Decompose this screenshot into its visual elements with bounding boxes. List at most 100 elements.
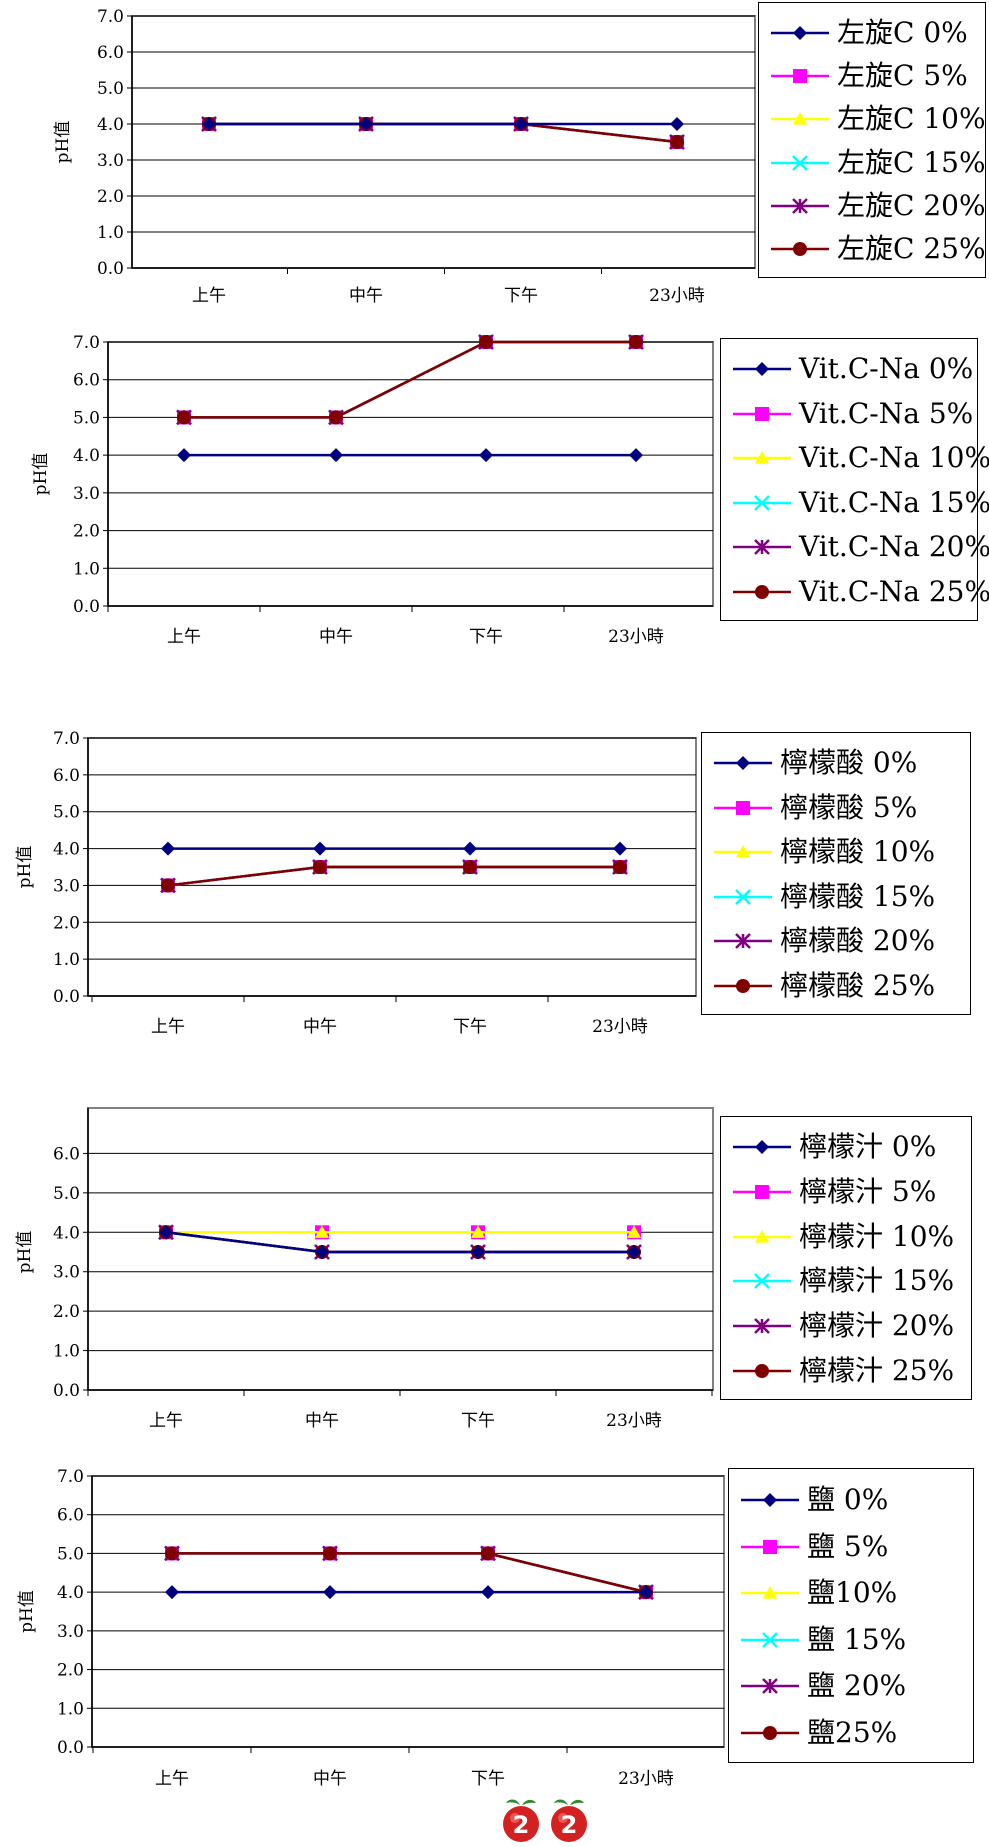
plot-area [107,341,714,607]
y-tick-label: 4.0 [57,1583,84,1603]
y-tick-label: 2.0 [53,913,80,933]
legend-label: Vit.C-Na 0% [799,352,974,386]
x-tick-label: 中午 [313,1769,347,1789]
y-tick-label: 4.0 [97,115,124,135]
legend-label: 左旋C 15% [837,145,986,179]
data-point [627,1245,641,1259]
legend-label: 檸檬酸 20% [780,924,936,958]
legend-item: 檸檬酸 0% [702,747,970,779]
series-0 [161,841,627,856]
legend-item: 左旋C 0% [759,16,985,49]
chart-plot: 0.0 1.0 2.0 3.0 4.0 5.0 6.0 7.0 上午 中午 下午 23小時 pH值 [53,7,756,306]
legend-label: 左旋C 25% [837,232,986,266]
data-point [481,1585,495,1600]
y-tick-label: 4.0 [53,1223,80,1243]
legend-item: 檸檬汁 10% [721,1220,971,1253]
y-tick-label: 0.0 [53,1381,80,1401]
x-tick-label: 23小時 [608,627,664,647]
legend-label: 檸檬汁 20% [799,1309,955,1342]
series-0 [165,1585,653,1600]
y-tick-label: 6.0 [57,1506,84,1526]
legend-swatch [741,1539,799,1554]
series-line [172,1552,647,1594]
legend-item: Vit.C-Na 20% [721,531,989,563]
legend-label: 檸檬汁 15% [799,1264,955,1298]
x-tick-label: 下午 [453,1017,487,1037]
data-point [315,1225,329,1238]
legend-label: 檸檬酸 25% [780,968,936,1002]
data-point [479,448,493,463]
y-tick-label: 4.0 [53,840,80,860]
legend-item: 檸檬汁 20% [721,1310,971,1342]
x-tick-label: 23小時 [592,1017,648,1037]
legend-swatch [733,494,791,511]
legend-item: 檸檬酸 10% [702,836,970,868]
series-line [172,1552,647,1594]
series-2 [159,1225,641,1238]
legend-label: 檸檬酸 0% [780,746,918,780]
x-tick-label: 中午 [319,627,353,647]
y-tick-label: 6.0 [97,43,124,63]
data-point [670,117,684,131]
y-tick-label: 6.0 [73,371,100,391]
data-point [177,410,191,425]
x-tick-label: 下午 [471,1769,505,1789]
chart-legend: 鹽 0% 鹽 5% 鹽10% 鹽 15% 鹽 20% 鹽25% [728,1468,974,1763]
legend-label: 鹽 5% [807,1529,889,1563]
series-0 [159,1225,641,1259]
legend-item: Vit.C-Na 5% [721,396,977,430]
legend-swatch [771,25,829,40]
legend-swatch [733,1363,791,1378]
legend-label: 鹽 15% [807,1622,907,1656]
x-tick-label: 上午 [149,1411,183,1431]
data-point [159,1225,173,1240]
y-tick-label: 7.0 [57,1467,84,1487]
data-point [639,1585,653,1600]
legend-item: 檸檬汁 0% [721,1131,971,1163]
legend-item: 左旋C 20% [759,190,986,222]
series-line [184,340,636,419]
series-line [172,1552,647,1594]
y-tick-label: 1.0 [97,223,124,243]
y-tick-label: 7.0 [53,729,80,749]
legend-swatch [733,1318,791,1334]
legend-label: 鹽10% [807,1576,898,1610]
legend-item: 鹽10% [729,1577,973,1609]
series-4 [158,1224,642,1260]
series-1 [161,860,627,893]
legend-swatch [714,978,772,993]
series-line [209,122,678,144]
badge-number: 2 [561,1811,578,1839]
series-0 [202,117,684,131]
legend-label: Vit.C-Na 5% [799,396,974,430]
legend-swatch [771,198,829,214]
data-point [629,335,643,349]
legend-item: 鹽 15% [729,1622,973,1656]
legend-item: 檸檬酸 20% [702,925,970,957]
series-5 [159,1225,641,1259]
data-point [329,410,343,425]
chart-legend: Vit.C-Na 0% Vit.C-Na 5% Vit.C-Na 10% Vit.C-… [720,338,989,621]
x-tick-label: 23小時 [649,286,705,306]
series-4 [160,859,628,894]
legend-item: Vit.C-Na 0% [721,353,977,385]
plot-area [91,1475,725,1748]
series-5 [161,860,627,893]
data-point [313,841,327,856]
legend-item: Vit.C-Na 15% [721,486,989,519]
data-point [670,135,684,149]
x-tick-label: 上午 [192,286,226,306]
data-point [627,1225,641,1238]
legend-item: 左旋C 25% [759,232,986,266]
series-2 [161,860,627,892]
y-tick-label: 2.0 [57,1661,84,1681]
y-tick-label: 0.0 [97,259,124,279]
legend-swatch [714,756,772,771]
legend-swatch [771,112,829,125]
legend-label: Vit.C-Na 20% [799,530,989,564]
legend-swatch [733,1229,791,1243]
x-tick-label: 下午 [469,627,503,647]
legend-label: 檸檬酸 10% [780,835,936,869]
chart-legend: 左旋C 0% 左旋C 5% 左旋C 10% 左旋C 15% 左旋C 20% 左旋C 25% [758,2,986,278]
legend-item: 鹽25% [729,1716,973,1749]
